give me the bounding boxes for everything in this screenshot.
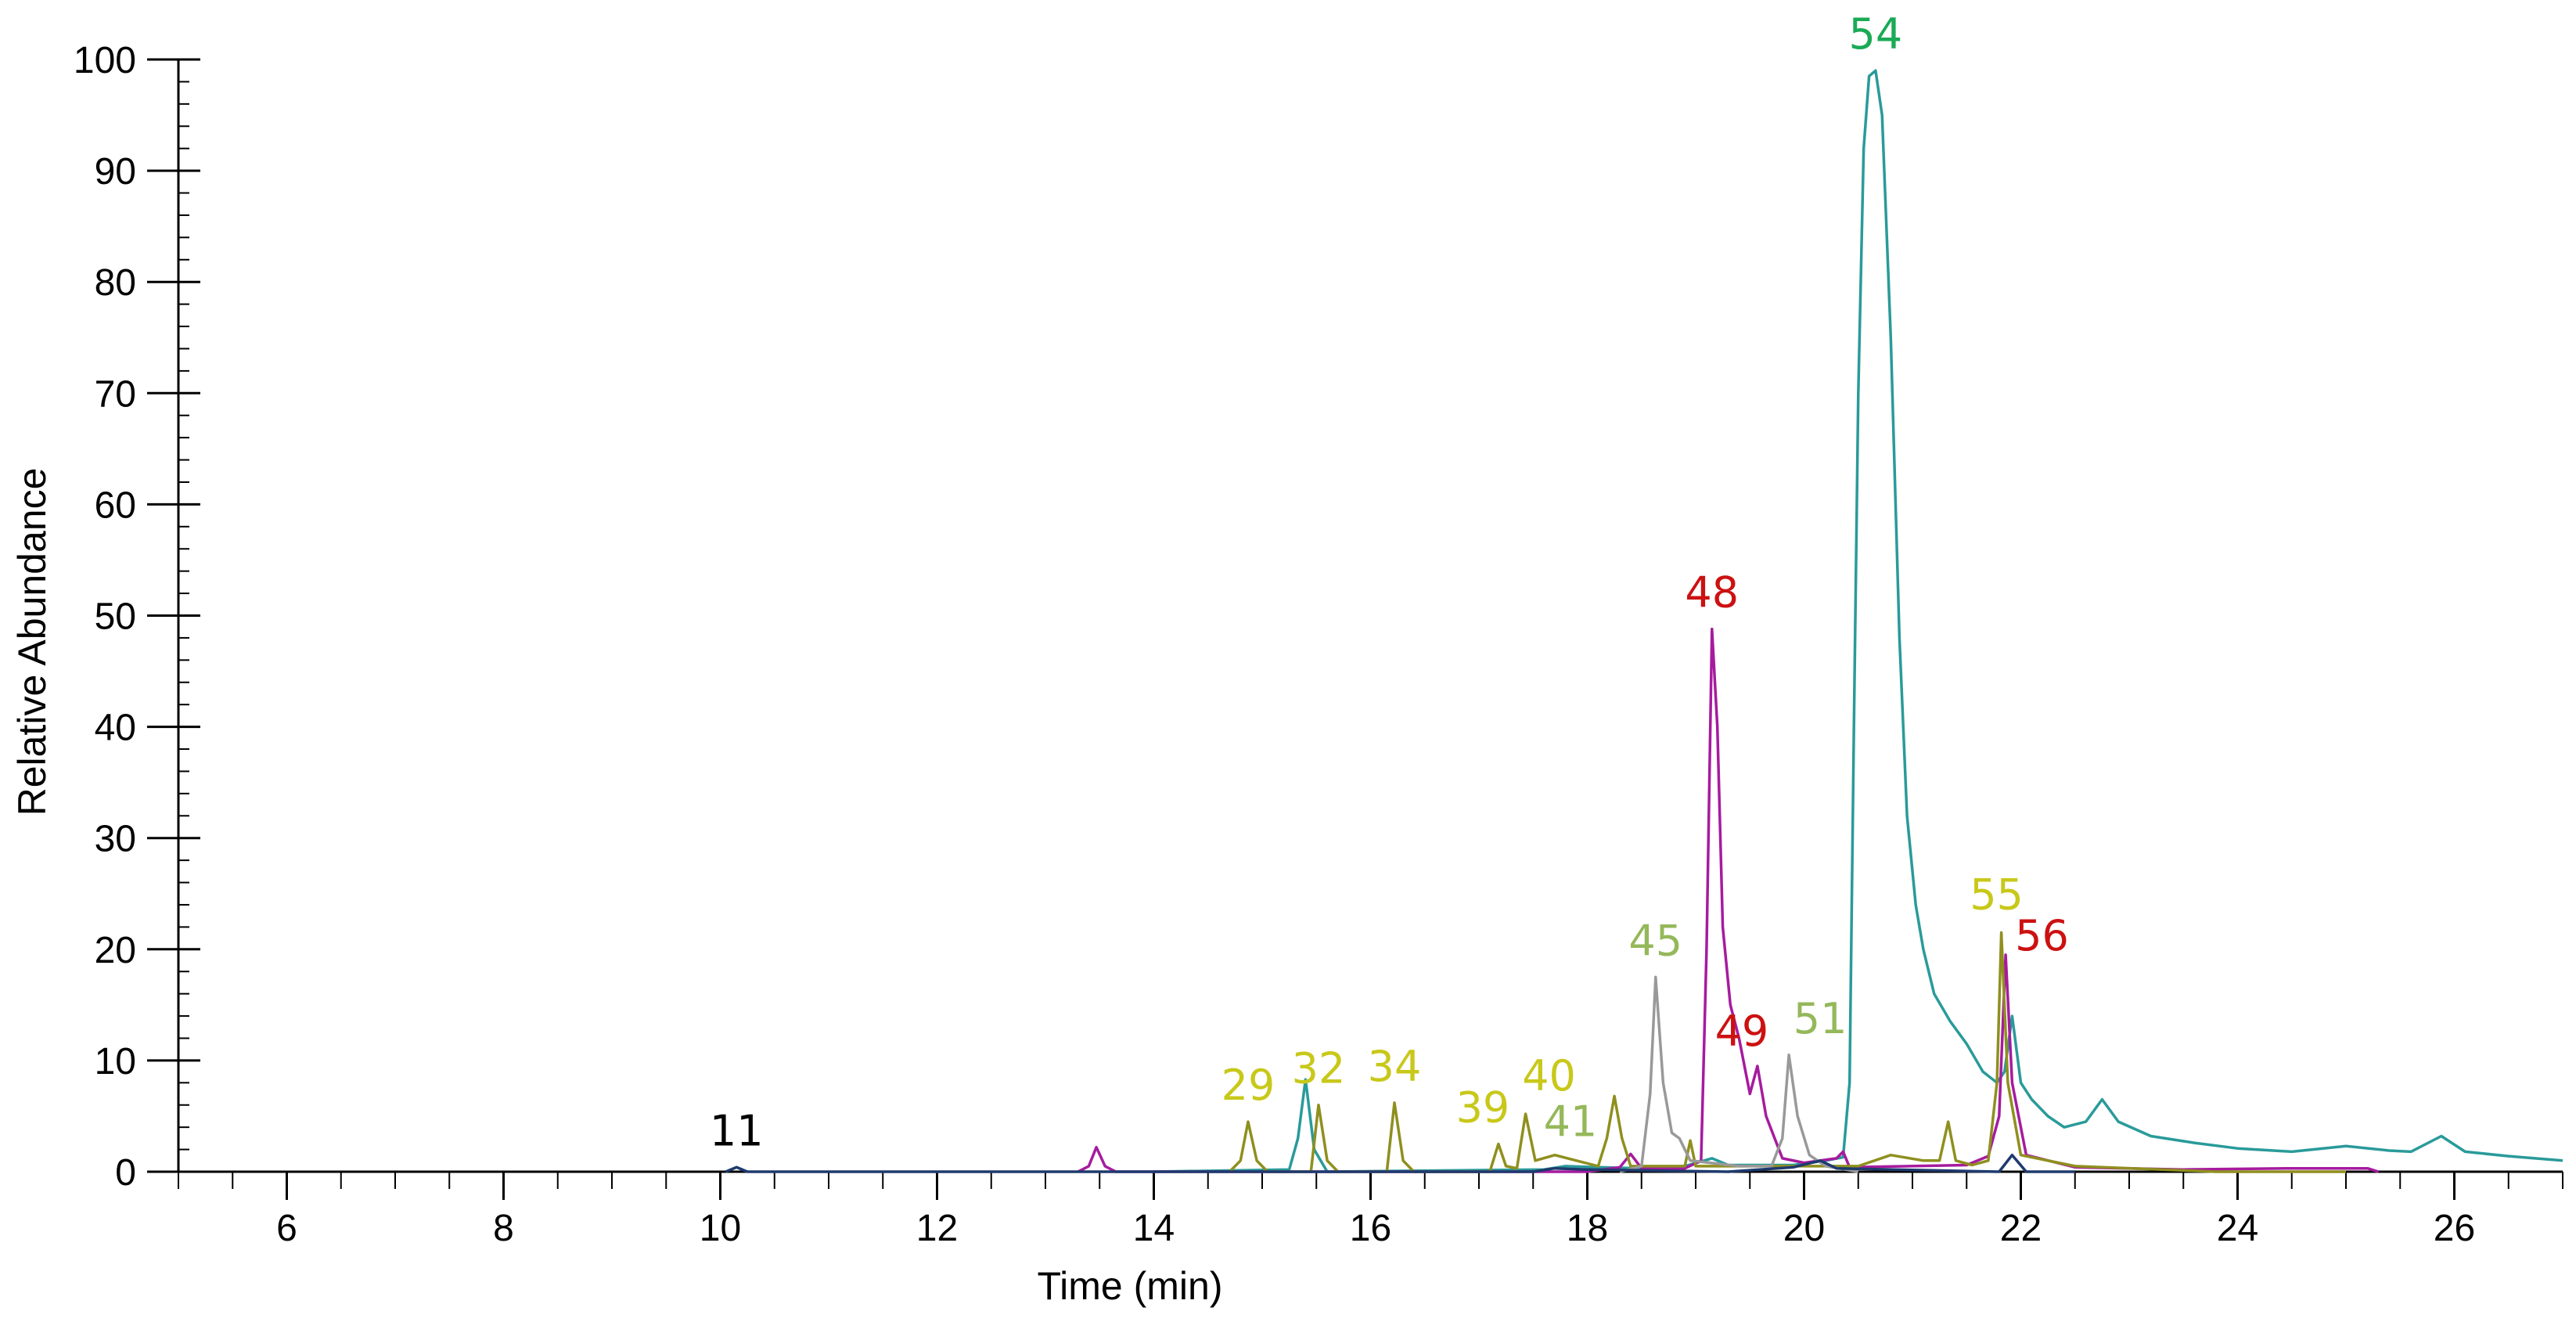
x-tick-label: 6 <box>276 1208 297 1249</box>
y-tick-label: 20 <box>95 930 136 971</box>
y-tick-label: 30 <box>95 819 136 860</box>
x-tick-label: 8 <box>493 1208 514 1249</box>
y-tick-label: 60 <box>95 484 136 526</box>
x-tick-label: 20 <box>1783 1208 1825 1249</box>
series-line-3 <box>1229 931 2346 1173</box>
peak-label-48: 48 <box>1685 568 1739 618</box>
x-tick-label: 22 <box>2000 1208 2042 1249</box>
y-tick-label: 100 <box>74 40 136 81</box>
y-tick-label: 80 <box>95 262 136 304</box>
chart-axes: 0 10 20 30 40 50 60 70 80 90 100 6 8 10 12 14 16 18 20 22 24… <box>74 40 2563 1249</box>
peak-label-29: 29 <box>1221 1061 1275 1110</box>
x-tick-label: 16 <box>1350 1208 1391 1249</box>
y-tick-label: 0 <box>115 1152 136 1194</box>
x-tick-label: 12 <box>916 1208 958 1249</box>
series-line-5 <box>725 1153 2075 1173</box>
peak-label-40: 40 <box>1522 1051 1576 1100</box>
y-tick-label: 50 <box>95 596 136 638</box>
peak-label-41: 41 <box>1544 1097 1598 1147</box>
y-tick-label: 10 <box>95 1041 136 1082</box>
y-tick-label: 40 <box>95 708 136 749</box>
x-axis-label: Time (min) <box>1037 1264 1222 1308</box>
x-tick-label: 24 <box>2217 1208 2258 1249</box>
peak-label-49: 49 <box>1715 1007 1769 1056</box>
peak-label-39: 39 <box>1456 1082 1510 1132</box>
chart-series <box>725 69 2563 1173</box>
y-tick-label: 90 <box>95 151 136 193</box>
y-axis-label: Relative Abundance <box>10 468 54 816</box>
y-tick-label: 70 <box>95 373 136 415</box>
peak-label-55: 55 <box>1970 870 2024 919</box>
x-tick-label: 18 <box>1567 1208 1608 1249</box>
peak-label-45: 45 <box>1628 916 1682 965</box>
x-tick-label: 26 <box>2434 1208 2475 1249</box>
series-line-1 <box>1153 69 2563 1173</box>
peak-label-34: 34 <box>1368 1042 1422 1091</box>
x-tick-label: 14 <box>1133 1208 1175 1249</box>
series-line-2 <box>1077 627 2380 1173</box>
series-line-4 <box>1619 975 1859 1173</box>
peak-label-54: 54 <box>1849 9 1903 59</box>
peak-label-11: 11 <box>710 1106 764 1155</box>
peak-label-56: 56 <box>2015 911 2069 960</box>
x-tick-label: 10 <box>700 1208 741 1249</box>
peak-label-51: 51 <box>1793 994 1847 1043</box>
peak-label-32: 32 <box>1292 1044 1346 1093</box>
